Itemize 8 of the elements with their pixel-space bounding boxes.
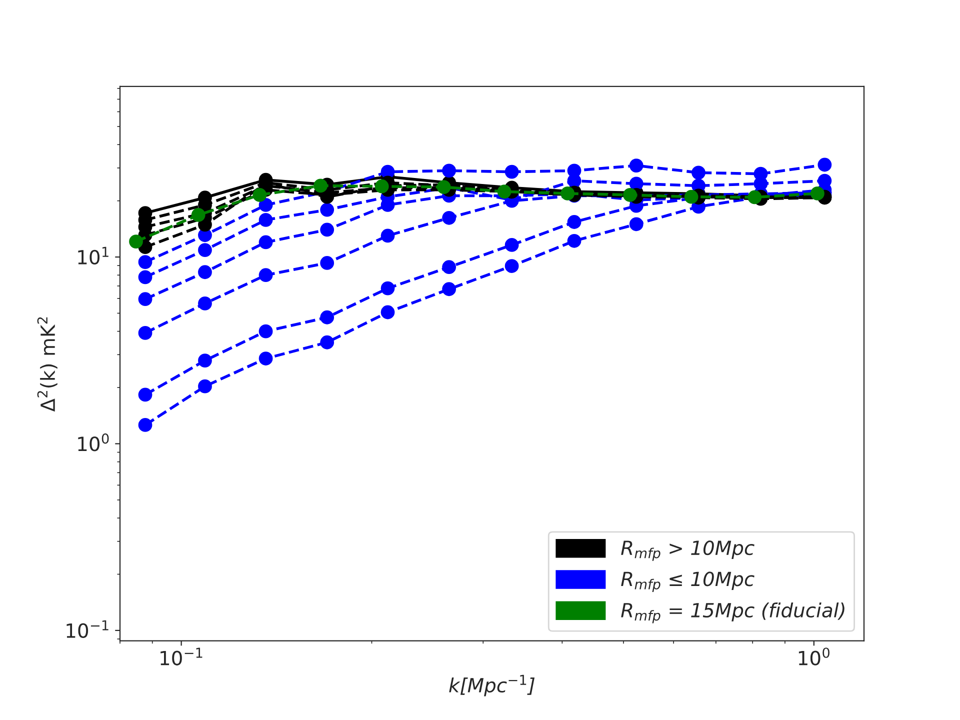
legend-label: R$_{mfp}$ > 10Mpc (621, 540, 754, 561)
x-axis-title: k[Mpc$^{−1}$] (449, 674, 535, 696)
y-tick-label: 10$^{1}$ (78, 246, 108, 265)
legend-label: R$_{mfp}$ = 15Mpc (fiducial) (621, 602, 844, 624)
y-tick-label: 10$^{−1}$ (66, 620, 108, 638)
legend-label: R$_{mfp}$ ≤ 10Mpc (621, 572, 754, 592)
y-axis-title: Δ$^{2}$(k) mK$^{2}$ (37, 317, 58, 412)
y-tick-label: 10$^{0}$ (78, 433, 109, 452)
